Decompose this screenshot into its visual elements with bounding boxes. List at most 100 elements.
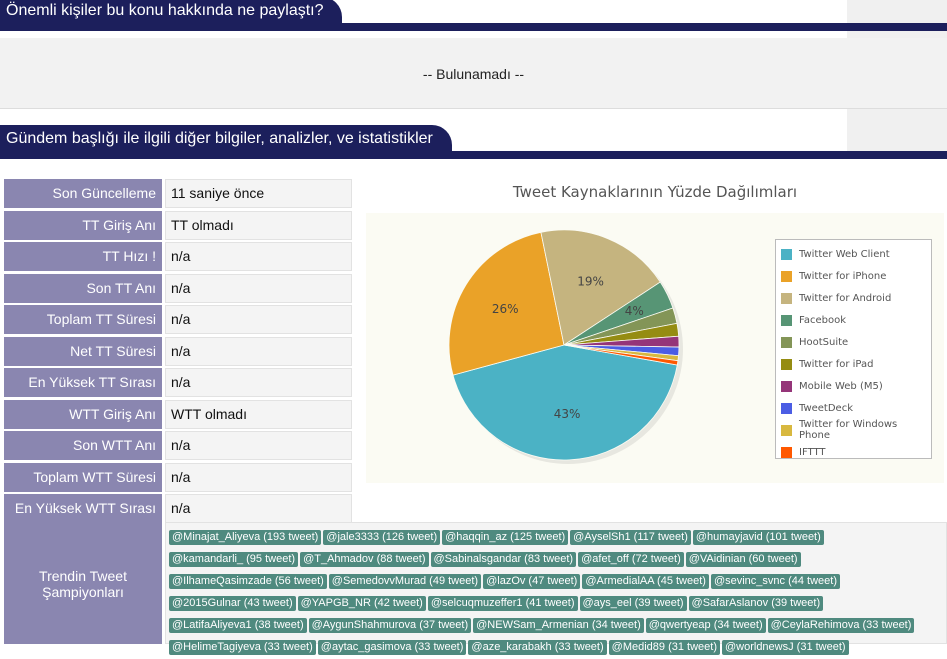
section-title: Önemli kişiler bu konu hakkında ne payla… — [0, 0, 342, 31]
stat-row: Son WTT Anı n/a — [4, 431, 352, 460]
champion-user-link[interactable]: @ays_eel (39 tweet) — [579, 596, 687, 611]
stat-value: n/a — [165, 336, 352, 366]
champion-user-link[interactable]: @2015Gulnar (43 tweet) — [169, 596, 296, 611]
legend-item: Facebook — [776, 309, 931, 331]
legend-item: Twitter for Android — [776, 287, 931, 309]
stat-row: WTT Giriş Anı WTT olmadı — [4, 399, 352, 429]
champion-user-link[interactable]: @CeylaRehimova (33 tweet) — [767, 618, 915, 633]
champion-user-link[interactable]: @haqqin_az (125 tweet) — [442, 530, 569, 545]
legend-item: Twitter Web Client — [776, 243, 931, 265]
chart-legend: Twitter Web Client Twitter for iPhone Twit… — [775, 239, 932, 459]
section-header-statistics: Gündem başlığı ile ilgili diğer bilgiler… — [0, 125, 947, 159]
champion-user-link[interactable]: @SafarAslanov (39 tweet) — [688, 596, 824, 611]
stat-row: Son TT Anı n/a — [4, 273, 352, 303]
champions-label-line1: Trendin Tweet — [39, 568, 127, 584]
stat-row: En Yüksek TT Sırası n/a — [4, 368, 352, 397]
stat-value: n/a — [165, 305, 352, 334]
champion-user-link[interactable]: @aze_karabakh (33 tweet) — [468, 640, 607, 655]
champion-user-link[interactable]: @Medid89 (31 tweet) — [608, 640, 720, 655]
legend-swatch — [781, 446, 792, 458]
legend-item: TweetDeck — [776, 397, 931, 419]
stat-row: TT Giriş Anı TT olmadı — [4, 210, 352, 240]
champion-user-link[interactable]: @aytac_gasimova (33 tweet) — [317, 640, 467, 655]
champion-user-link[interactable]: @NEWSam_Armenian (34 tweet) — [473, 618, 644, 633]
legend-swatch — [781, 424, 792, 436]
champion-user-link[interactable]: @LatifaAliyeva1 (38 tweet) — [169, 618, 307, 633]
legend-label: Twitter for Windows Phone — [799, 419, 898, 441]
section-title: Gündem başlığı ile ilgili diğer bilgiler… — [0, 125, 452, 159]
stat-value: n/a — [165, 368, 352, 397]
legend-label: HootSuite — [799, 336, 849, 348]
legend-item: Twitter for iPad — [776, 353, 931, 375]
legend-swatch — [781, 402, 792, 414]
champions-row: Trendin Tweet Şampiyonları @Minajat_Aliy… — [4, 522, 947, 655]
champion-user-link[interactable]: @IlhameQasimzade (56 tweet) — [169, 574, 327, 589]
stat-label: Toplam TT Süresi — [4, 305, 162, 334]
champion-user-link[interactable]: @T_Ahmadov (88 tweet) — [300, 552, 429, 567]
legend-swatch — [781, 248, 792, 260]
legend-label: Twitter for Android — [799, 292, 892, 304]
stat-row: En Yüksek WTT Sırası n/a — [4, 494, 352, 523]
legend-label: Twitter Web Client — [799, 248, 890, 260]
stat-row: Net TT Süresi n/a — [4, 336, 352, 366]
stat-label: TT Giriş Anı — [4, 210, 162, 240]
legend-item: IFTTT — [776, 441, 931, 463]
champion-user-link[interactable]: @YAPGB_NR (42 tweet) — [297, 596, 426, 611]
champion-user-link[interactable]: @Sabinalsgandar (83 tweet) — [430, 552, 577, 567]
legend-label: IFTTT — [799, 446, 826, 458]
champion-user-link[interactable]: @AygunShahmurova (37 tweet) — [308, 618, 472, 633]
stat-row: Toplam WTT Süresi n/a — [4, 462, 352, 492]
champion-user-link[interactable]: @qwertyeap (34 tweet) — [645, 618, 766, 633]
champion-user-link[interactable]: @AyselSh1 (117 tweet) — [570, 530, 691, 545]
champion-user-link[interactable]: @SemedovvMurad (49 tweet) — [328, 574, 482, 589]
champion-user-link[interactable]: @VAidinian (60 tweet) — [685, 552, 801, 567]
stat-value: n/a — [165, 462, 352, 492]
legend-label: Facebook — [799, 314, 846, 326]
stat-label: TT Hızı ! — [4, 242, 162, 271]
champion-user-link[interactable]: @afet_off (72 tweet) — [578, 552, 684, 567]
legend-label: TweetDeck — [799, 402, 853, 414]
stat-value: TT olmadı — [165, 210, 352, 240]
stat-label: En Yüksek TT Sırası — [4, 368, 162, 397]
champion-user-link[interactable]: @lazOv (47 tweet) — [483, 574, 581, 589]
stat-value: 11 saniye önce — [165, 179, 352, 208]
champions-label: Trendin Tweet Şampiyonları — [4, 522, 162, 644]
legend-swatch — [781, 358, 792, 370]
champion-user-link[interactable]: @Minajat_Aliyeva (193 tweet) — [169, 530, 322, 545]
champion-user-link[interactable]: @sevinc_svnc (44 tweet) — [710, 574, 840, 589]
legend-item: Twitter for Windows Phone — [776, 419, 931, 441]
stat-row: Toplam TT Süresi n/a — [4, 305, 352, 334]
champion-user-link[interactable]: @worldnewsJ (31 tweet) — [721, 640, 849, 655]
stat-label: Toplam WTT Süresi — [4, 462, 162, 492]
legend-swatch — [781, 270, 792, 282]
champion-user-link[interactable]: @humayjavid (101 tweet) — [692, 530, 824, 545]
legend-swatch — [781, 314, 792, 326]
legend-label: Twitter for iPad — [799, 358, 874, 370]
stat-label: Son TT Anı — [4, 273, 162, 303]
legend-swatch — [781, 380, 792, 392]
legend-swatch — [781, 292, 792, 304]
stat-label: Net TT Süresi — [4, 336, 162, 366]
section-header-important-people: Önemli kişiler bu konu hakkında ne payla… — [0, 0, 947, 31]
stat-value: n/a — [165, 242, 352, 271]
champion-user-link[interactable]: @selcuqmuzeffer1 (41 tweet) — [427, 596, 578, 611]
champions-label-line2: Şampiyonları — [42, 584, 124, 600]
stat-label: En Yüksek WTT Sırası — [4, 494, 162, 523]
chart-title: Tweet Kaynaklarının Yüzde Dağılımları — [512, 183, 798, 201]
champion-user-link[interactable]: @HelimeTagiyeva (33 tweet) — [169, 640, 316, 655]
stat-value: n/a — [165, 494, 352, 523]
champion-user-link[interactable]: @ArmedialAA (45 tweet) — [582, 574, 709, 589]
legend-item: Mobile Web (M5) — [776, 375, 931, 397]
stat-label: WTT Giriş Anı — [4, 399, 162, 429]
stat-label: Son Güncelleme — [4, 179, 162, 208]
right-shade — [847, 109, 947, 159]
stat-row: TT Hızı ! n/a — [4, 242, 352, 271]
legend-item: HootSuite — [776, 331, 931, 353]
stat-value: WTT olmadı — [165, 399, 352, 429]
champions-list: @Minajat_Aliyeva (193 tweet) @jale3333 (1… — [165, 522, 947, 655]
legend-swatch — [781, 336, 792, 348]
legend-label: Mobile Web (M5) — [799, 380, 883, 392]
champion-user-link[interactable]: @jale3333 (126 tweet) — [323, 530, 441, 545]
champion-user-link[interactable]: @kamandarli_ (95 tweet) — [169, 552, 299, 567]
section-underline — [0, 23, 947, 31]
